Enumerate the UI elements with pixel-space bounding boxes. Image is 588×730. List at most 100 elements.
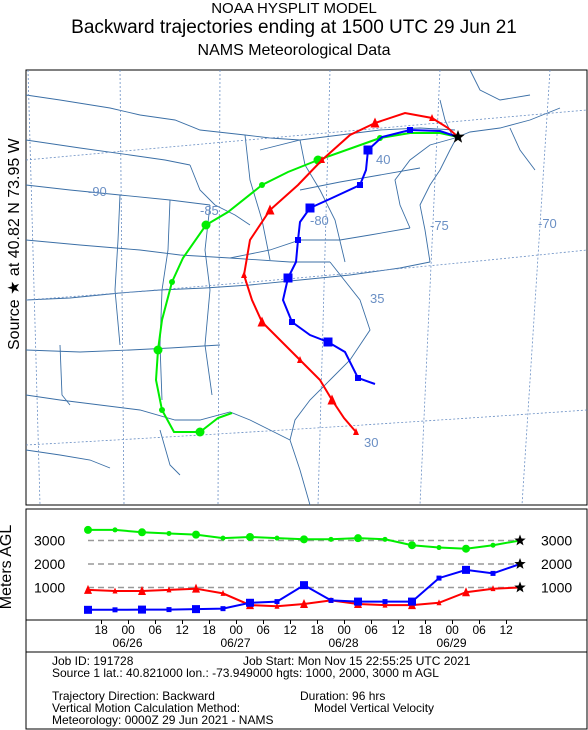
longitude-label: -75 xyxy=(430,218,449,233)
time-tick-label: 12 xyxy=(176,623,190,637)
duration: Duration: 96 hrs xyxy=(300,689,386,703)
y-tick-label-right: 1000 xyxy=(541,580,572,596)
blue-height-point xyxy=(192,605,200,614)
map-boundary xyxy=(159,199,171,401)
blue-height-point xyxy=(246,598,254,607)
green-height-point xyxy=(300,535,308,544)
map-boundary xyxy=(25,94,141,116)
time-tick-label: 18 xyxy=(311,623,325,637)
blue-height-point xyxy=(382,599,388,605)
green-height-point xyxy=(84,525,92,534)
red-map-point xyxy=(241,271,247,278)
blue-height-point xyxy=(490,570,496,576)
blue-height-point xyxy=(84,605,92,614)
height-panel: 3000 3000 2000 2000 1000 1000 xyxy=(25,508,588,621)
green-height-point xyxy=(490,542,496,548)
latitude-label: 40 xyxy=(376,152,390,167)
blue-map-point xyxy=(295,237,301,243)
time-tick-label: 18 xyxy=(203,623,217,637)
map-boundary xyxy=(244,134,271,261)
map-boundary xyxy=(139,114,301,141)
start-star xyxy=(514,558,526,569)
info-box xyxy=(25,651,588,730)
map-boundary xyxy=(25,239,330,263)
red-map-point xyxy=(429,114,435,121)
green-map-point xyxy=(195,427,205,437)
blue-map-point xyxy=(305,203,315,213)
green-map-point xyxy=(259,182,265,188)
date-label: 06/26 xyxy=(113,636,143,650)
map-boundary xyxy=(25,394,291,441)
blue-map-point xyxy=(355,375,361,381)
time-tick-label: 06 xyxy=(149,623,163,637)
source-info: Source 1 lat.: 40.821000 lon.: -73.94900… xyxy=(52,666,439,680)
meteorology: Meteorology: 0000Z 29 Jun 2021 - NAMS xyxy=(52,713,274,727)
map-boundary xyxy=(259,127,456,151)
latitude-label: 30 xyxy=(364,435,378,450)
red-map-point xyxy=(265,204,275,215)
graticule-line xyxy=(317,69,331,506)
time-tick-label: 12 xyxy=(284,623,298,637)
map-panel: -90 -85 -80 -75 -70 40 35 30 xyxy=(25,69,588,506)
red-height-point xyxy=(436,599,442,606)
blue-map-point xyxy=(289,319,295,325)
green-height-point xyxy=(382,536,388,542)
blue-height-point xyxy=(274,599,280,605)
blue-map-point xyxy=(357,182,363,188)
time-tick-label: 18 xyxy=(419,623,433,637)
green-height-point xyxy=(354,534,362,543)
green-height-point xyxy=(408,541,416,550)
red-map-point xyxy=(319,156,325,163)
green-height-point xyxy=(192,530,200,539)
chart-title: Backward trajectories ending at 1500 UTC… xyxy=(71,17,517,38)
chart-subtitle: NAMS Meteorological Data xyxy=(197,42,391,59)
red-height-series xyxy=(84,581,526,610)
green-height-point xyxy=(138,528,146,537)
map-boundary xyxy=(229,227,411,259)
map-boundary xyxy=(204,204,213,396)
red-height-point xyxy=(138,586,146,596)
green-trajectory xyxy=(153,132,459,437)
map-boundary xyxy=(204,261,431,289)
map-boundary xyxy=(509,127,536,171)
longitude-label: -85 xyxy=(200,203,219,218)
red-map-point xyxy=(257,316,267,327)
green-height-point xyxy=(112,527,118,533)
red-height-point xyxy=(490,585,496,592)
date-label: 06/27 xyxy=(221,636,251,650)
graticule-line xyxy=(25,409,588,446)
chart-title-line1: NOAA HYSPLIT MODEL xyxy=(211,0,377,17)
graticule-line xyxy=(419,69,441,506)
green-height-point xyxy=(166,530,172,536)
blue-map-point xyxy=(283,273,293,283)
time-tick-label: 00 xyxy=(230,623,244,637)
blue-height-point xyxy=(354,597,362,606)
graticule-line xyxy=(521,69,551,506)
map-boundary xyxy=(114,194,121,346)
job-start: Job Start: Mon Nov 15 22:55:25 UTC 2021 xyxy=(243,654,471,668)
red-map-point xyxy=(327,394,337,405)
date-label: 06/29 xyxy=(437,636,467,650)
trajectory-direction: Trajectory Direction: Backward xyxy=(52,689,215,703)
blue-height-point xyxy=(138,605,146,614)
green-height-point xyxy=(246,532,254,541)
map-boundary xyxy=(25,449,111,469)
green-map-point xyxy=(159,407,165,413)
y-tick-label: 2000 xyxy=(34,556,65,572)
red-height-point xyxy=(192,583,200,593)
time-tick-label: 06 xyxy=(257,623,271,637)
red-height-point xyxy=(462,587,470,597)
blue-height-series xyxy=(84,558,526,614)
blue-map-point xyxy=(363,145,373,155)
green-height-point xyxy=(274,535,280,541)
source-star xyxy=(451,130,465,143)
time-tick-label: 12 xyxy=(500,623,514,637)
green-map-point xyxy=(201,220,211,230)
start-star xyxy=(514,581,526,593)
map-boundary xyxy=(25,139,191,166)
graticule-line xyxy=(119,69,125,506)
y-tick-label: 3000 xyxy=(34,533,65,549)
red-height-point xyxy=(300,598,308,608)
map-boundary xyxy=(299,167,421,191)
